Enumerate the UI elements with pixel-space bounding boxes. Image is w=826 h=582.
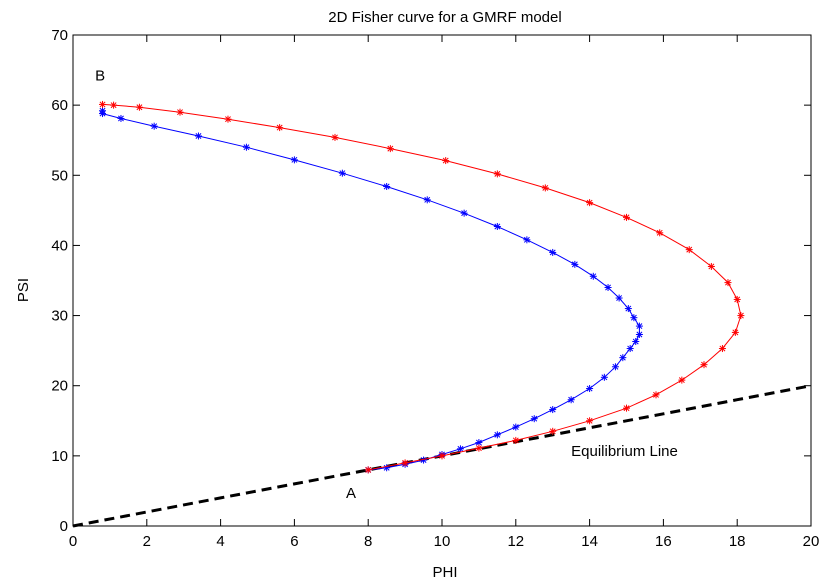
- x-axis-label: PHI: [432, 564, 457, 581]
- x-tick-label: 2: [143, 533, 151, 550]
- series-2-point: [586, 199, 594, 207]
- series-2-point: [512, 436, 520, 444]
- series-2-point: [737, 312, 745, 320]
- series-1-point: [523, 236, 531, 244]
- x-tick-label: 10: [434, 533, 451, 550]
- series-1-point: [604, 284, 612, 292]
- y-tick-label: 40: [51, 237, 68, 254]
- series-2-point: [718, 345, 726, 353]
- series-1-point: [456, 445, 464, 453]
- y-tick-label: 10: [51, 448, 68, 465]
- series-2-point: [276, 124, 284, 132]
- series-2-point: [700, 361, 708, 369]
- x-tick-label: 16: [655, 533, 672, 550]
- series-2-point: [401, 459, 409, 467]
- series-2-point: [707, 262, 715, 270]
- series-2-point: [442, 157, 450, 165]
- series-1-point: [117, 114, 125, 122]
- x-tick-label: 4: [216, 533, 224, 550]
- series-1-point: [383, 183, 391, 191]
- series-2-point: [99, 100, 107, 108]
- series-1-point: [635, 331, 643, 339]
- series-2-point: [541, 184, 549, 192]
- series-2-point: [135, 103, 143, 111]
- annotation-label: A: [346, 485, 356, 502]
- series-1-point: [383, 464, 391, 472]
- x-tick-label: 14: [581, 533, 598, 550]
- series-1-point: [512, 423, 520, 431]
- series-1-point: [635, 322, 643, 330]
- x-tick-label: 8: [364, 533, 372, 550]
- x-tick-label: 6: [290, 533, 298, 550]
- series-1-point: [460, 209, 468, 217]
- series-1-point: [530, 415, 538, 423]
- series-2-point: [652, 391, 660, 399]
- y-tick-label: 30: [51, 308, 68, 325]
- series-1-point: [630, 314, 638, 322]
- series-2-point: [438, 452, 446, 460]
- x-tick-label: 20: [803, 533, 820, 550]
- series-2-point: [110, 101, 118, 109]
- annotation-label: B: [95, 68, 105, 85]
- series-1-point: [589, 272, 597, 280]
- series-2-point: [475, 444, 483, 452]
- series-1-point: [624, 305, 632, 313]
- series-1-point: [290, 156, 298, 164]
- series-2-point: [678, 376, 686, 384]
- series-2-point: [731, 328, 739, 336]
- series-2-point: [623, 404, 630, 412]
- axis-ticks: 0 2 4 6 8 10 12 14 16 18 20 0 10 20 30 40 50 60 70: [51, 27, 819, 550]
- annotations: A B Equilibrium Line: [95, 68, 678, 502]
- series-1-point: [150, 122, 158, 130]
- series-1-point: [571, 260, 579, 268]
- series-1-point: [423, 196, 431, 204]
- series-1-point: [615, 294, 623, 302]
- series-2-point: [386, 145, 394, 153]
- series-line-1: [102, 110, 640, 471]
- series-line-2: [102, 103, 742, 471]
- series-2-point: [224, 115, 232, 123]
- series-1-point: [493, 222, 501, 230]
- series-1-point: [338, 169, 346, 177]
- series-2-point: [176, 108, 184, 116]
- series-2-point: [364, 466, 372, 474]
- y-tick-label: 60: [51, 97, 68, 114]
- series-2-point: [331, 133, 339, 141]
- series-2-point: [656, 229, 664, 237]
- series-2-point: [549, 427, 557, 435]
- y-tick-label: 50: [51, 167, 68, 184]
- series-1-point: [99, 107, 107, 115]
- series-1-point: [619, 354, 627, 362]
- series-1-point: [194, 132, 202, 140]
- series-1-point: [567, 396, 575, 404]
- series-2-point: [733, 295, 741, 303]
- series-1-point: [600, 373, 608, 381]
- series-1-point: [242, 143, 250, 151]
- series-1-point: [632, 338, 640, 346]
- series-2-point: [724, 279, 732, 287]
- series-1-point: [586, 385, 594, 393]
- series-1-point: [549, 406, 557, 414]
- series-1-point: [493, 431, 501, 439]
- series-1-point: [549, 248, 557, 256]
- series-2-point: [493, 170, 501, 178]
- series-2-point: [586, 417, 594, 425]
- y-tick-label: 20: [51, 378, 68, 395]
- chart-title: 2D Fisher curve for a GMRF model: [328, 9, 561, 26]
- series-2-point: [685, 246, 693, 254]
- annotation-label: Equilibrium Line: [571, 443, 678, 460]
- series-2-point: [623, 213, 630, 221]
- x-tick-label: 12: [507, 533, 524, 550]
- data-series: [72, 100, 812, 528]
- x-tick-label: 18: [729, 533, 746, 550]
- y-tick-label: 70: [51, 27, 68, 44]
- y-tick-label: 0: [60, 518, 68, 535]
- series-1-point: [626, 345, 634, 353]
- series-1-point: [475, 439, 483, 447]
- y-axis-label: PSI: [15, 278, 32, 302]
- x-tick-label: 0: [69, 533, 77, 550]
- series-1-point: [611, 363, 619, 371]
